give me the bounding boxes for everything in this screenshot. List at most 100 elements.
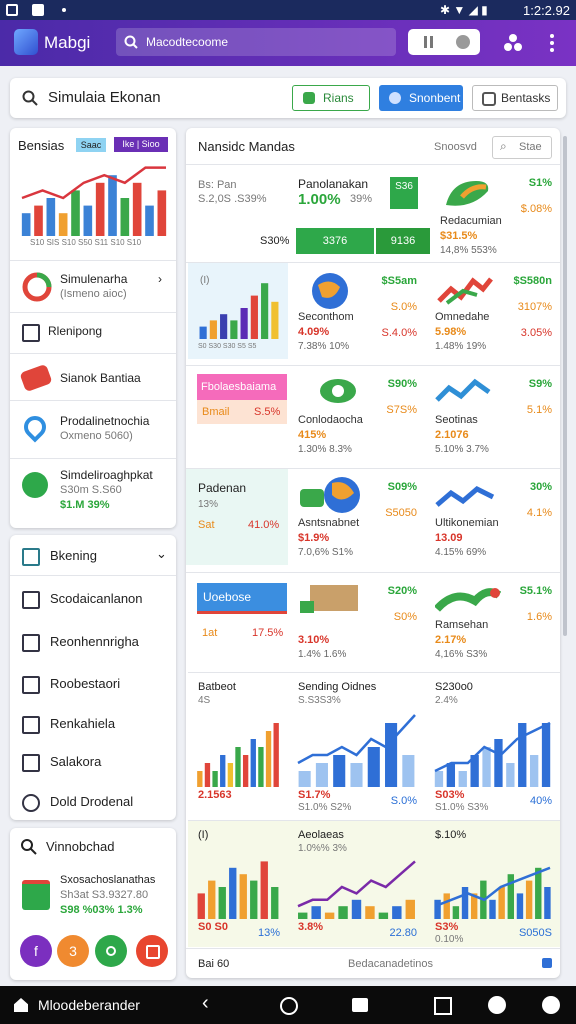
chart-cell[interactable]: S230o0 2.4% S03% S1.0% S3% 40% bbox=[425, 672, 560, 815]
nav-item[interactable]: Reonhennrigha bbox=[50, 634, 139, 649]
main-footer: Bai 60 Bedacanadetinos bbox=[186, 948, 560, 978]
item-title[interactable]: Sianok Bantiaa bbox=[60, 371, 141, 385]
menu-icon[interactable] bbox=[548, 33, 556, 53]
tile[interactable]: Seotinas 2.1076 5.10% 3.7% S9% 5.1% bbox=[425, 366, 560, 462]
item-sub: (Ismeno aioc) bbox=[60, 288, 127, 300]
tile-value: 2.1076 bbox=[435, 429, 469, 441]
nav-icon bbox=[22, 676, 40, 694]
bar bbox=[298, 771, 311, 787]
chip[interactable]: Saac bbox=[76, 138, 106, 152]
nav-item[interactable]: Scodaicanlanon bbox=[50, 591, 143, 606]
home-button[interactable] bbox=[280, 997, 298, 1015]
filter[interactable]: Snoosvd bbox=[434, 141, 477, 153]
button[interactable]: Rians bbox=[292, 85, 370, 111]
chevron[interactable]: › bbox=[158, 272, 162, 286]
tile[interactable]: Redacumian $31.5% 14,8% 553% S1% $.08% bbox=[430, 165, 560, 263]
toggle-button[interactable] bbox=[408, 29, 480, 55]
nav-button[interactable] bbox=[434, 997, 452, 1015]
round-button[interactable]: f bbox=[20, 935, 52, 967]
tile[interactable]: Conlodaocha 415% 1.30% 8.3% S90% S7S% bbox=[288, 366, 425, 462]
tile-stat: S7S% bbox=[386, 404, 417, 416]
bar bbox=[83, 205, 93, 236]
item-icon bbox=[22, 324, 40, 342]
tile-value: $1.9% bbox=[298, 532, 330, 544]
tile[interactable]: 3.10% 1.4% 1.6% S20% S0% bbox=[288, 573, 425, 667]
chart-sub: 4S bbox=[198, 695, 211, 706]
bar bbox=[544, 887, 551, 919]
tile-value: 5.98% bbox=[435, 326, 467, 338]
tile-stats: S9% 5.1% bbox=[527, 378, 552, 416]
tile-row: Fbolaesbaiama Bmail S.5% Conlodaocha 415%… bbox=[186, 365, 560, 462]
bar bbox=[525, 880, 533, 919]
button-label: Snonbent bbox=[409, 91, 461, 105]
bar bbox=[367, 747, 380, 787]
tile[interactable]: Ramsehan 2.17% 4,16% S3% S5.1% 1.6% bbox=[425, 573, 560, 667]
summary-bar: 9136 bbox=[376, 228, 430, 254]
recent-button[interactable] bbox=[352, 998, 368, 1012]
bar bbox=[242, 755, 249, 787]
item-title[interactable]: Rlenipong bbox=[48, 324, 103, 338]
round-button[interactable]: 3 bbox=[57, 935, 89, 967]
line bbox=[297, 714, 416, 765]
chart-cell[interactable]: Sending Oidnes S.S3S3% S1.7% S1.0% S2% S.0% bbox=[288, 672, 425, 815]
button[interactable]: Bentasks bbox=[472, 85, 558, 111]
tile[interactable]: Asntsnabnet $1.9% 7.0,6% S1% S09% S5050 bbox=[288, 469, 425, 565]
footer-left[interactable]: Bai 60 bbox=[198, 958, 230, 970]
line bbox=[297, 860, 416, 908]
chart-cell[interactable]: Batbeot 4S 2.1563 bbox=[188, 672, 288, 815]
item-title[interactable]: Simulenarha bbox=[60, 272, 128, 286]
panel-item-title[interactable]: Sxosachoslanathas bbox=[60, 874, 156, 886]
bar bbox=[333, 755, 346, 787]
tile-stat: 3.05% bbox=[520, 327, 552, 339]
nav-button[interactable] bbox=[488, 996, 506, 1014]
tile-title: Seotinas bbox=[435, 414, 478, 426]
item-title[interactable]: Prodalinetnochia bbox=[60, 414, 150, 428]
summary-label: Bs: Pan bbox=[198, 179, 237, 191]
round-button[interactable] bbox=[136, 935, 168, 967]
item-title[interactable]: Simdeliroaghpkat bbox=[60, 468, 153, 482]
nav-item[interactable]: Dold Drodenal bbox=[50, 794, 134, 809]
nav-button[interactable] bbox=[542, 996, 560, 1014]
tile-value: $31.5% bbox=[440, 230, 478, 242]
button[interactable]: Snonbent bbox=[379, 85, 463, 111]
tile-stat: S9% bbox=[528, 378, 552, 390]
tile-row: (I) S0 S30 S30 S5 S5 Seconthom 4.09% 7.38%… bbox=[186, 262, 560, 359]
nav-header[interactable]: Bkening bbox=[50, 548, 97, 563]
bar bbox=[446, 763, 456, 787]
chart-title: $.10% bbox=[435, 829, 467, 841]
search-box[interactable]: Macodtecoome bbox=[116, 28, 396, 56]
footer-icon[interactable] bbox=[542, 958, 552, 968]
chart-cell[interactable]: $.10% S3% 0.10% S050S bbox=[425, 820, 560, 947]
nav-item[interactable]: Salakora bbox=[50, 754, 102, 769]
home-icon[interactable] bbox=[14, 998, 28, 1012]
scrollbar[interactable] bbox=[563, 136, 567, 636]
status-icons: ✱ ▼ ◢ ▮ bbox=[440, 3, 488, 17]
tile[interactable]: Omnedahe 5.98% 1.48% 19% $S580n 3107% 3.05% bbox=[425, 263, 560, 359]
cell-value: 41.0% bbox=[248, 519, 280, 531]
chart-sub: S.S3S3% bbox=[298, 695, 341, 706]
bar bbox=[212, 771, 218, 787]
chevron[interactable]: ⌄ bbox=[156, 546, 167, 561]
apps-icon[interactable] bbox=[502, 32, 524, 54]
bar bbox=[535, 867, 542, 919]
main-search[interactable]: Stae ⌕ bbox=[492, 136, 552, 159]
mini-chart bbox=[197, 861, 279, 919]
round-button[interactable] bbox=[95, 935, 127, 967]
nav-item[interactable]: Renkahiela bbox=[50, 716, 116, 731]
chart-cell[interactable]: (I) S0 S0 13% bbox=[188, 820, 288, 947]
app-logo[interactable] bbox=[14, 29, 38, 55]
chip[interactable]: Ike | Sioo bbox=[114, 137, 168, 152]
chart-tile[interactable]: (I) S0 S30 S30 S5 S5 bbox=[188, 263, 288, 359]
bar bbox=[461, 887, 469, 919]
nav-item[interactable]: Roobestaori bbox=[50, 676, 121, 691]
record-icon bbox=[456, 35, 470, 49]
back-button[interactable]: ‹ bbox=[202, 992, 209, 1014]
bar bbox=[458, 771, 467, 787]
tile[interactable]: Ultikonemian 13.09 4.15% 69% 30% 4.1% bbox=[425, 469, 560, 565]
tile-stat: S90% bbox=[387, 378, 417, 390]
tile-stat: S1% bbox=[528, 177, 552, 189]
toolbar-search[interactable]: Simulaia Ekonan bbox=[48, 89, 161, 106]
chart-cell[interactable]: Aeolaeas 1.0%% 3% 3.8% 22.80 bbox=[288, 820, 425, 947]
tile[interactable]: Seconthom 4.09% 7.38% 10% $S5am S.0% S.4.0% bbox=[288, 263, 425, 359]
bar bbox=[405, 899, 415, 919]
